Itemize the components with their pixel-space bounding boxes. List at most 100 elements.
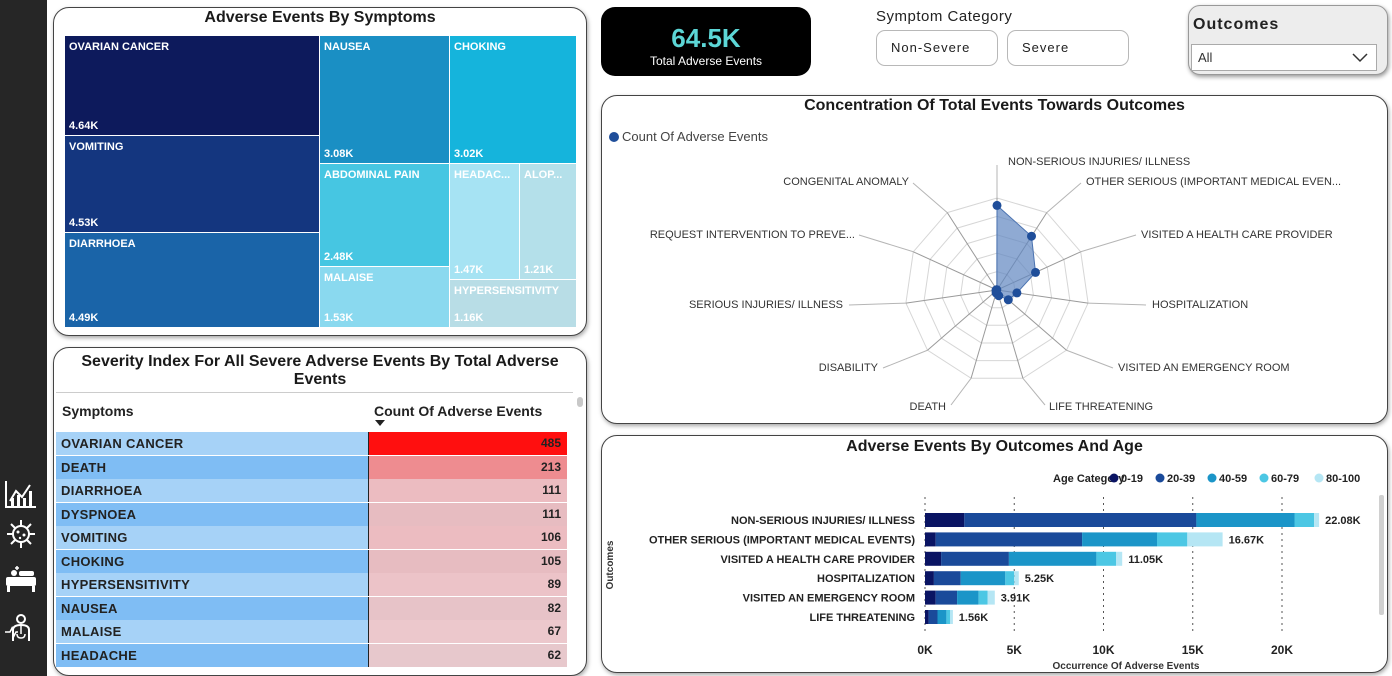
table-row[interactable]: VOMITING 106: [56, 526, 567, 549]
table-row[interactable]: MALAISE 67: [56, 620, 567, 643]
treemap-cell[interactable]: VOMITING 4.53K: [65, 136, 320, 233]
table-header-divider: [56, 392, 573, 393]
chip-non-severe[interactable]: Non-Severe: [876, 30, 998, 66]
table-row[interactable]: HEADACHE 62: [56, 643, 567, 667]
table-row[interactable]: CHOKING 105: [56, 549, 567, 573]
treemap-cell[interactable]: CHOKING 3.02K: [450, 36, 577, 164]
kpi-label: Total Adverse Events: [649, 54, 763, 68]
cell-symptom: DIARRHOEA: [56, 479, 368, 502]
treemap-cell-value: 3.02K: [454, 148, 484, 160]
treemap-chart: OVARIAN CANCER 4.64K VOMITING 4.53K DIARRHOE…: [65, 36, 577, 328]
treemap-cell[interactable]: ABDOMINAL PAIN 2.48K: [320, 164, 450, 267]
treemap-cell[interactable]: HYPERSENSITIVITY 1.16K: [450, 280, 577, 328]
treemap-cell-label: DIARRHOEA: [69, 238, 136, 250]
chevron-down-icon: [1352, 53, 1368, 63]
legend-label: 40-59: [1219, 473, 1247, 485]
table-row[interactable]: DEATH 213: [56, 455, 567, 479]
treemap-cell-label: OVARIAN CANCER: [69, 41, 170, 53]
table-row[interactable]: HYPERSENSITIVITY 89: [56, 573, 567, 596]
y-axis-label: Outcomes: [605, 540, 616, 589]
bar-segment: [987, 590, 995, 605]
cell-count: 62: [368, 643, 567, 667]
treemap-title: Adverse Events By Symptoms: [204, 9, 436, 26]
radar-grid-ring: [923, 215, 1071, 362]
treemap-cell[interactable]: ALOP... 1.21K: [520, 164, 577, 280]
col-count-header[interactable]: Count Of Adverse Events: [374, 403, 543, 419]
treemap-cell-value: 4.49K: [69, 312, 99, 324]
x-tick-label: 15K: [1182, 643, 1204, 657]
radar-grid-ring: [941, 234, 1053, 344]
bar-segment: [1116, 551, 1123, 566]
virus-icon[interactable]: [3, 518, 39, 550]
table-row[interactable]: OVARIAN CANCER 485: [56, 432, 567, 455]
bar-total-label: 11.05K: [1128, 554, 1163, 566]
treemap-cell-value: 2.48K: [324, 251, 354, 263]
cell-count: 82: [368, 596, 567, 620]
radar-point: [1027, 231, 1036, 241]
radar-chart: Count Of Adverse Events NON-SERIOUS INJUR…: [609, 129, 1341, 413]
hospital-bed-icon[interactable]: [3, 563, 39, 595]
y-tick-label: HOSPITALIZATION: [817, 573, 915, 585]
bar-segment: [941, 551, 1009, 566]
outcomes-title: Outcomes: [1193, 16, 1280, 33]
radar-leader-line: [950, 377, 972, 406]
chip-severe[interactable]: Severe: [1007, 30, 1129, 66]
sidebar: [0, 0, 47, 676]
treemap-cell-label: MALAISE: [324, 272, 374, 284]
bar-total-label: 3.91K: [1001, 593, 1030, 605]
outcomes-dropdown[interactable]: All: [1191, 44, 1377, 71]
table-row[interactable]: NAUSEA 82: [56, 596, 567, 620]
radar-axis-label: SERIOUS INJURIES/ ILLNESS: [689, 299, 843, 311]
radar-axis-label: VISITED A HEALTH CARE PROVIDER: [1141, 229, 1333, 241]
sort-desc-icon: [375, 420, 385, 426]
treemap-cell-label: VOMITING: [69, 141, 124, 153]
radar-leader-line: [1080, 234, 1137, 253]
outcomes-selected: All: [1198, 50, 1213, 65]
treemap-cell[interactable]: MALAISE 1.53K: [320, 267, 450, 328]
radar-leader-line: [1066, 349, 1114, 369]
bar-total-label: 22.08K: [1325, 515, 1361, 527]
bar-segment: [925, 610, 929, 624]
treemap-cell-value: 1.21K: [524, 264, 554, 276]
table-row[interactable]: DIARRHOEA 111: [56, 479, 567, 502]
treemap-cell[interactable]: OVARIAN CANCER 4.64K: [65, 36, 320, 136]
table-scrollbar[interactable]: [577, 397, 583, 407]
bar-segment: [1008, 551, 1097, 566]
cell-symptom: MALAISE: [56, 620, 368, 643]
radar-axis-label: VISITED AN EMERGENCY ROOM: [1118, 362, 1290, 374]
treemap-cell[interactable]: HEADAC... 1.47K: [450, 164, 520, 280]
cell-count: 485: [368, 432, 567, 455]
doctor-icon[interactable]: [3, 612, 39, 644]
treemap-cell-label: ABDOMINAL PAIN: [324, 169, 420, 181]
radar-spoke: [996, 289, 1024, 379]
radar-spoke: [905, 289, 998, 304]
bar-segment: [1157, 532, 1188, 547]
treemap-cell-value: 1.16K: [454, 312, 484, 324]
treemap-cell[interactable]: DIARRHOEA 4.49K: [65, 233, 320, 328]
radar-area: [995, 204, 1037, 301]
table-row[interactable]: DYSPNOEA 111: [56, 502, 567, 526]
cell-symptom: HYPERSENSITIVITY: [56, 573, 368, 596]
y-tick-label: NON-SERIOUS INJURIES/ ILLNESS: [731, 515, 915, 527]
bar-segment: [925, 590, 936, 605]
treemap-cell[interactable]: NAUSEA 3.08K: [320, 36, 450, 164]
cell-symptom: CHOKING: [56, 549, 368, 573]
line-chart-icon[interactable]: [3, 478, 39, 510]
severity-table-title: Severity Index For All Severe Adverse Ev…: [81, 353, 559, 388]
cell-symptom: NAUSEA: [56, 596, 368, 620]
col-symptoms-header[interactable]: Symptoms: [62, 403, 134, 419]
bar-segment: [1096, 551, 1116, 566]
bar-segment: [928, 610, 938, 624]
radar-axis-label: LIFE THREATENING: [1049, 401, 1153, 413]
radar-leader-line: [912, 182, 948, 213]
radar-leader-line: [848, 302, 906, 306]
treemap-cell-label: CHOKING: [454, 41, 506, 53]
treemap-cell-label: HYPERSENSITIVITY: [454, 285, 560, 297]
treemap-cell-label: HEADAC...: [454, 169, 511, 181]
radar-axis-label: OTHER SERIOUS (IMPORTANT MEDICAL EVEN...: [1086, 176, 1341, 188]
bar-segment: [935, 590, 958, 605]
bar-segment: [933, 571, 961, 586]
bar-total-label: 16.67K: [1229, 534, 1265, 546]
bar-segment: [925, 513, 965, 527]
